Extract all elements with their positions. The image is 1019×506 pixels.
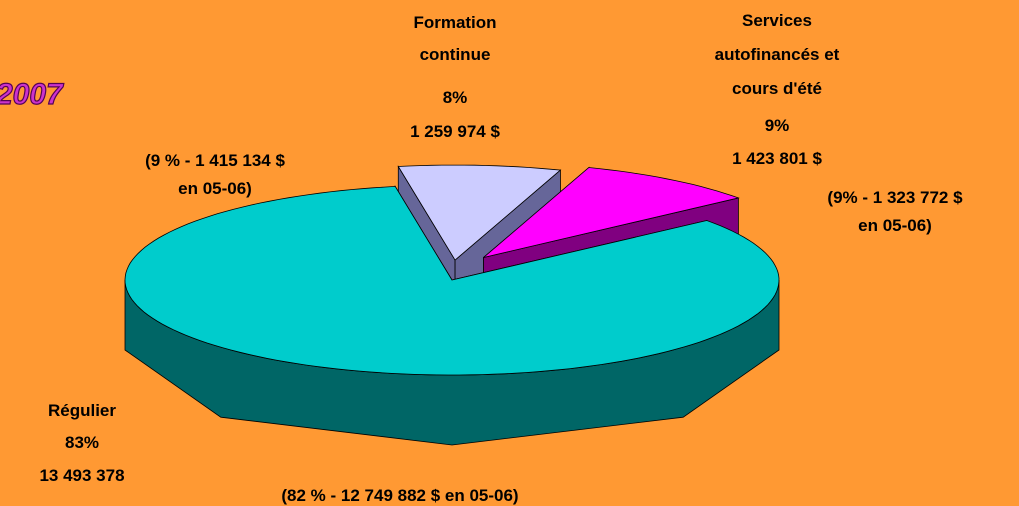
slice [483,167,740,258]
category-label: Services autofinancés et cours d'été [715,11,840,98]
annotation: (9 % - 1 415 134 $ en 05-06) [145,151,285,198]
pie [124,164,780,446]
value-label: 9% [765,116,790,135]
chart-title: 2007 [0,78,64,111]
amount-label: 1 423 801 $ [732,149,822,168]
category-label: Régulier [48,401,116,420]
annotation: (9% - 1 323 772 $ en 05-06) [827,188,963,235]
annotation: (82 % - 12 749 882 $ en 05-06) [281,486,518,505]
amount-label: 13 493 378 [39,466,124,485]
slice [124,185,780,376]
category-label: Formation continue [413,13,496,64]
value-label: 8% [443,88,468,107]
value-label: 83% [65,433,99,452]
amount-label: 1 259 974 $ [410,122,500,141]
slice [397,164,562,261]
